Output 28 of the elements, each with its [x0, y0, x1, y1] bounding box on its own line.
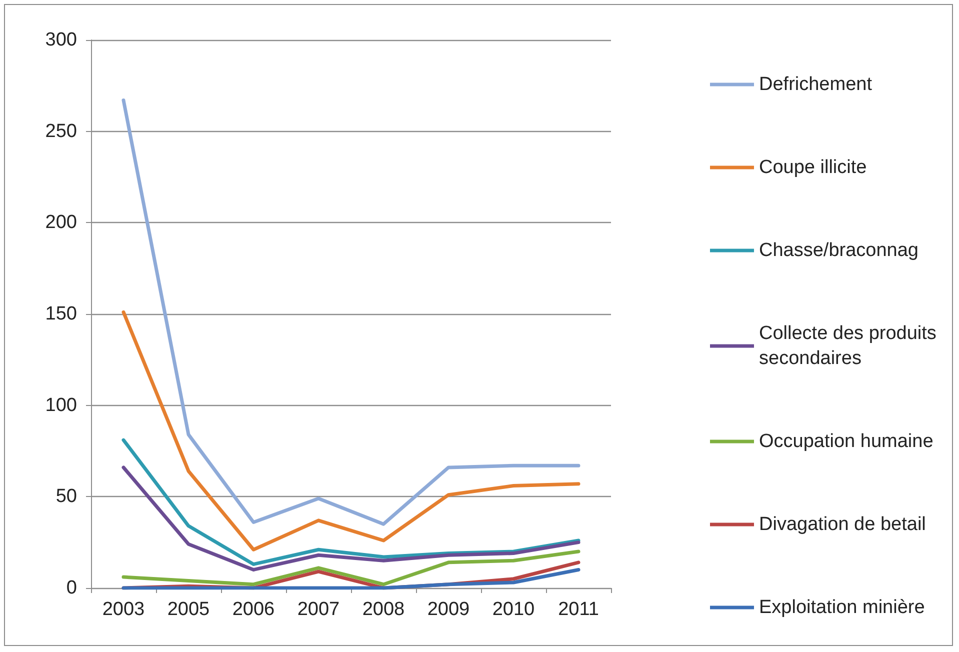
legend-label: Exploitation minière	[759, 597, 925, 618]
y-tick-label: 100	[45, 394, 77, 416]
x-tick-label: 2009	[427, 599, 470, 620]
x-tick-label: 2010	[492, 599, 535, 620]
y-tick-label: 300	[45, 30, 77, 50]
line-series	[122, 98, 580, 526]
line-series	[122, 310, 580, 552]
legend-label: Occupation humaine	[759, 431, 934, 452]
legend-label: Collecte des produits secondaires	[759, 323, 942, 369]
line-series	[122, 568, 580, 590]
y-tick-label: 150	[45, 304, 77, 324]
x-tick-label: 2007	[297, 599, 340, 620]
y-tick-label: 0	[66, 578, 77, 598]
y-tick-label: 50	[56, 486, 77, 508]
x-tick-label: 2003	[102, 599, 145, 620]
line-series	[122, 466, 580, 572]
line-series	[122, 550, 580, 586]
legend-label: Defrichement	[759, 74, 873, 95]
y-tick-label: 200	[45, 212, 77, 234]
x-tick-label: 2011	[558, 599, 599, 620]
x-tick-label: 2008	[362, 599, 405, 620]
line-series	[122, 438, 580, 566]
legend-label: Coupe illicite	[759, 157, 867, 178]
x-tick-label: 2005	[167, 599, 210, 620]
x-tick-label: 2006	[232, 599, 275, 620]
y-tick-label: 250	[45, 120, 77, 142]
legend-label: Chasse/braconnag	[759, 240, 918, 261]
legend-label: Divagation de betail	[759, 514, 926, 535]
